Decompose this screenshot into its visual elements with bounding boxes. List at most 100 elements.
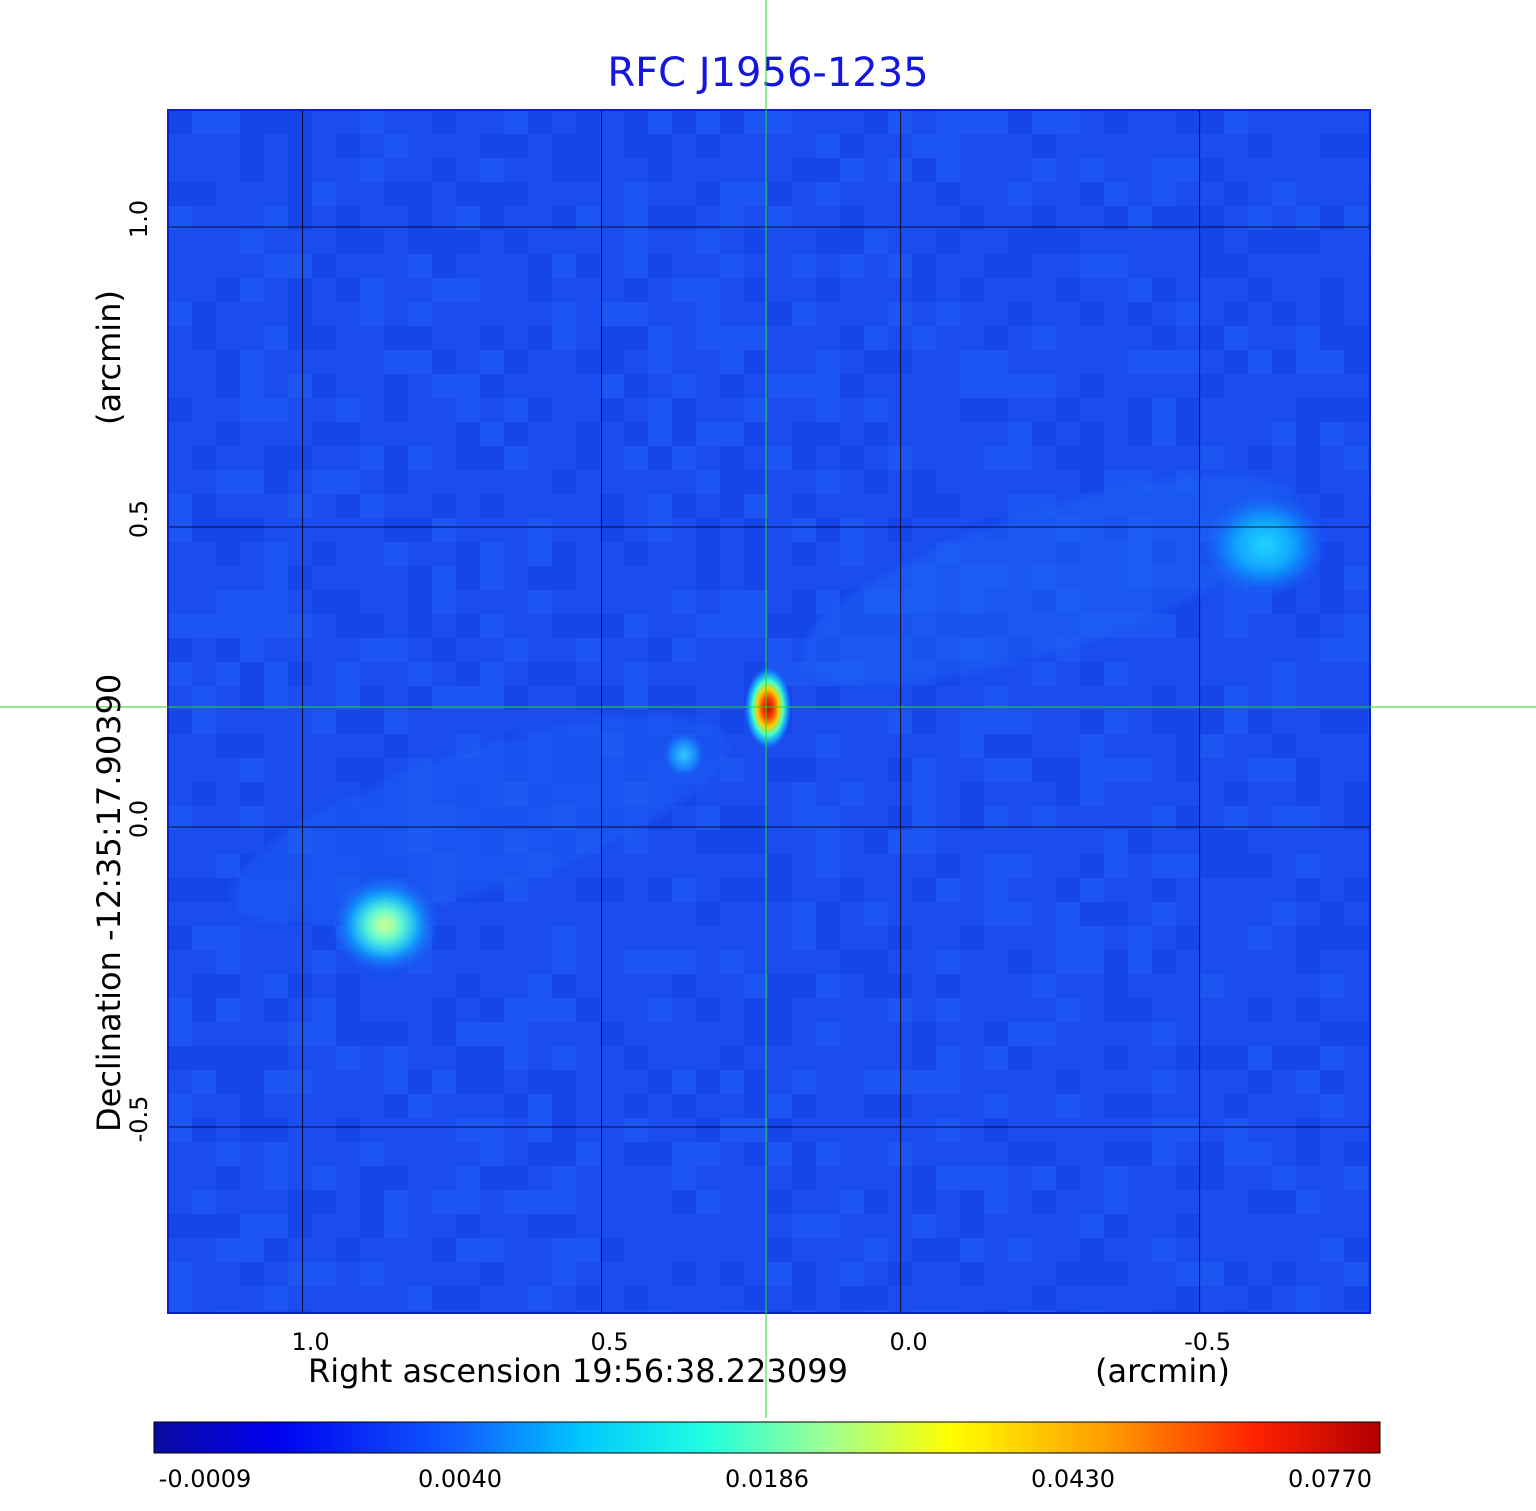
noise-pixel [456, 686, 480, 710]
noise-pixel [480, 326, 504, 350]
noise-pixel [1272, 350, 1296, 374]
noise-pixel [1008, 1142, 1032, 1166]
noise-pixel [168, 1046, 192, 1070]
noise-pixel [1296, 1118, 1320, 1142]
noise-pixel [288, 1190, 312, 1214]
noise-pixel [480, 926, 504, 950]
noise-pixel [192, 782, 216, 806]
noise-pixel [1368, 854, 1370, 878]
noise-pixel [1104, 1046, 1128, 1070]
noise-pixel [456, 422, 480, 446]
noise-pixel [888, 1070, 912, 1094]
noise-pixel [384, 470, 408, 494]
plot-frame [167, 109, 1371, 1314]
noise-pixel [1152, 326, 1176, 350]
noise-pixel [288, 446, 312, 470]
noise-pixel [216, 1142, 240, 1166]
noise-pixel [648, 350, 672, 374]
noise-pixel [480, 494, 504, 518]
noise-pixel [1200, 734, 1224, 758]
noise-pixel [1152, 902, 1176, 926]
noise-pixel [984, 110, 1008, 134]
noise-pixel [576, 134, 600, 158]
noise-pixel [1320, 302, 1344, 326]
noise-pixel [1272, 302, 1296, 326]
noise-pixel [1056, 110, 1080, 134]
noise-pixel [1104, 1094, 1128, 1118]
noise-pixel [1320, 422, 1344, 446]
noise-pixel [672, 1142, 696, 1166]
noise-pixel [624, 230, 648, 254]
noise-pixel [1272, 422, 1296, 446]
noise-pixel [768, 206, 792, 230]
noise-pixel [1248, 1046, 1272, 1070]
noise-pixel [192, 518, 216, 542]
noise-pixel [1296, 1070, 1320, 1094]
noise-pixel [168, 1214, 192, 1238]
noise-pixel [192, 1046, 216, 1070]
noise-pixel [1176, 110, 1200, 134]
noise-pixel [1272, 182, 1296, 206]
noise-pixel [1368, 494, 1370, 518]
noise-pixel [600, 374, 624, 398]
noise-pixel [792, 254, 816, 278]
noise-pixel [576, 686, 600, 710]
noise-pixel [552, 542, 576, 566]
noise-pixel [1008, 758, 1032, 782]
noise-pixel [1272, 662, 1296, 686]
noise-pixel [888, 254, 912, 278]
noise-pixel [984, 686, 1008, 710]
noise-pixel [168, 182, 192, 206]
noise-pixel [1056, 902, 1080, 926]
noise-pixel [792, 302, 816, 326]
noise-pixel [912, 254, 936, 278]
noise-pixel [912, 134, 936, 158]
noise-pixel [936, 1238, 960, 1262]
noise-pixel [264, 614, 288, 638]
noise-pixel [768, 998, 792, 1022]
noise-pixel [552, 134, 576, 158]
noise-pixel [984, 1118, 1008, 1142]
noise-pixel [624, 686, 648, 710]
noise-pixel [1176, 1046, 1200, 1070]
noise-pixel [1296, 446, 1320, 470]
noise-pixel [552, 662, 576, 686]
noise-pixel [552, 1094, 576, 1118]
noise-pixel [1080, 1310, 1104, 1313]
noise-pixel [504, 1094, 528, 1118]
noise-pixel [624, 614, 648, 638]
noise-pixel [216, 1046, 240, 1070]
noise-pixel [960, 1214, 984, 1238]
noise-pixel [192, 998, 216, 1022]
noise-pixel [216, 1238, 240, 1262]
noise-pixel [408, 326, 432, 350]
noise-pixel [456, 398, 480, 422]
noise-pixel [360, 302, 384, 326]
noise-pixel [480, 1118, 504, 1142]
noise-pixel [936, 950, 960, 974]
noise-pixel [744, 110, 768, 134]
noise-pixel [336, 1046, 360, 1070]
noise-pixel [1320, 638, 1344, 662]
noise-pixel [1320, 902, 1344, 926]
noise-pixel [264, 686, 288, 710]
noise-pixel [624, 182, 648, 206]
noise-pixel [336, 494, 360, 518]
noise-pixel [744, 878, 768, 902]
noise-pixel [1368, 998, 1370, 1022]
noise-pixel [192, 1190, 216, 1214]
noise-pixel [1200, 230, 1224, 254]
noise-pixel [624, 662, 648, 686]
x-tick-label: -0.5 [1184, 1328, 1231, 1356]
noise-pixel [288, 110, 312, 134]
noise-pixel [360, 1190, 384, 1214]
noise-pixel [1104, 1166, 1128, 1190]
noise-pixel [1224, 1094, 1248, 1118]
noise-pixel [336, 470, 360, 494]
noise-pixel [192, 182, 216, 206]
noise-pixel [432, 686, 456, 710]
noise-pixel [288, 662, 312, 686]
noise-pixel [1008, 1310, 1032, 1313]
noise-pixel [1224, 1118, 1248, 1142]
noise-pixel [888, 998, 912, 1022]
